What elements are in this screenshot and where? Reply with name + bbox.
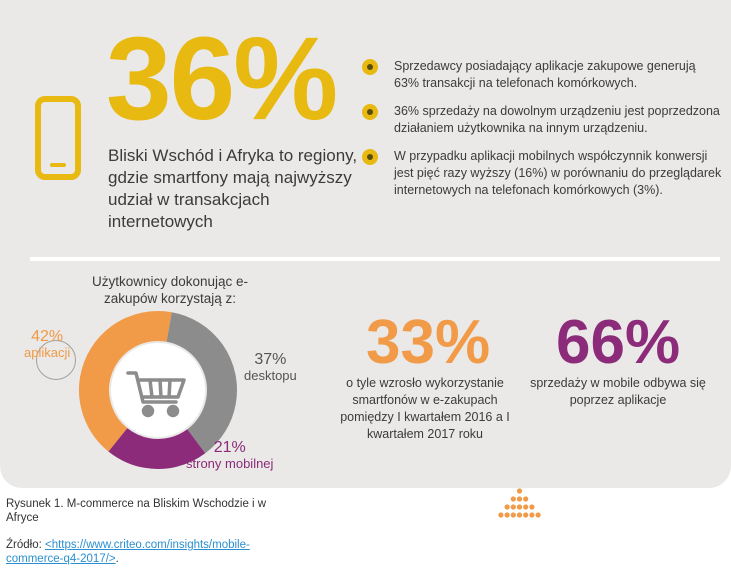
- headline-percent: 36%: [106, 13, 338, 145]
- bullet-dot-icon: [362, 104, 378, 120]
- bullet-text: W przypadku aplikacji mobilnych współczy…: [394, 149, 722, 197]
- source-line: Źródło: <https://www.criteo.com/insights…: [6, 538, 296, 566]
- section-divider: [30, 257, 720, 261]
- callout-circle: [36, 340, 76, 380]
- segment-label-apps: 42% aplikacji: [24, 328, 71, 361]
- bullet-text: Sprzedawcy posiadający aplikacje zakupow…: [394, 59, 696, 90]
- stat-66-text: sprzedaży w mobile odbywa się poprzez ap…: [530, 376, 706, 407]
- logo-dot: [535, 512, 541, 518]
- smartphone-icon: [35, 96, 81, 180]
- figure-caption: Rysunek 1. M-commerce na Bliskim Wschodz…: [6, 498, 267, 524]
- logo-dot: [498, 512, 504, 518]
- logo-dot: [516, 512, 523, 518]
- segment-label-desktop: 37% desktopu: [244, 351, 297, 384]
- logo-dot: [516, 504, 523, 510]
- bullet-item: 36% sprzedaży na dowolnym urządzeniu jes…: [362, 103, 722, 137]
- bullet-text: 36% sprzedaży na dowolnym urządzeniu jes…: [394, 104, 720, 135]
- source-suffix: .: [115, 553, 119, 565]
- stat-33-percent: 33%: [366, 308, 491, 377]
- source-label: Źródło:: [6, 539, 45, 551]
- source-link[interactable]: <https://www.criteo.com/insights/mobile-…: [6, 539, 250, 565]
- bullet-dot-icon: [362, 149, 378, 165]
- logo-dot: [523, 512, 529, 518]
- donut-segment-aplikacji: [79, 311, 237, 469]
- donut-segment-strony-mobilnej: [79, 311, 237, 469]
- infographic-panel: 36% Bliski Wschód i Afryka to regiony, g…: [0, 0, 731, 488]
- criteo-logo-icon: [498, 488, 541, 518]
- users-title: Użytkownicy dokonując e-zakupów korzysta…: [91, 274, 249, 306]
- usage-donut-chart: [79, 311, 237, 469]
- logo-dot: [523, 504, 529, 510]
- stat-66-percent: 66%: [556, 308, 681, 377]
- bullet-item: Sprzedawcy posiadający aplikacje zakupow…: [362, 58, 722, 92]
- logo-dot: [529, 504, 535, 510]
- logo-dot: [516, 488, 523, 494]
- logo-dot: [510, 504, 516, 510]
- bullet-item: W przypadku aplikacji mobilnych współczy…: [362, 148, 722, 199]
- logo-dot: [504, 512, 510, 518]
- logo-dot: [516, 496, 523, 502]
- bullet-dot-icon: [362, 59, 378, 75]
- logo-dot: [510, 512, 516, 518]
- logo-dot: [529, 512, 535, 518]
- donut-center: [111, 343, 205, 437]
- bullet-list: Sprzedawcy posiadający aplikacje zakupow…: [362, 58, 722, 210]
- logo-dot: [510, 496, 516, 502]
- stat-33-text: o tyle wzrosło wykorzystanie smartfonów …: [340, 376, 510, 441]
- logo-dot: [523, 496, 529, 502]
- shopping-cart-icon: [126, 371, 186, 418]
- segment-label-mobile-web: 21% strony mobilnej: [186, 439, 274, 472]
- logo-dot: [504, 504, 510, 510]
- headline-text: Bliski Wschód i Afryka to regiony, gdzie…: [108, 146, 358, 231]
